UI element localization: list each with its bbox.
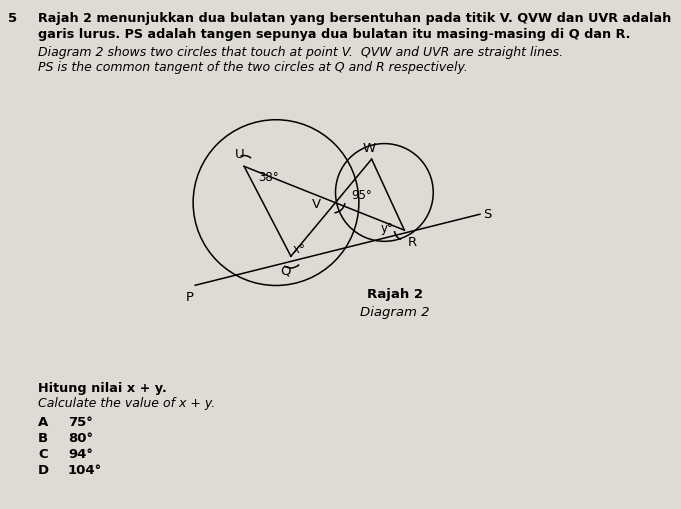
Text: D: D <box>38 464 49 477</box>
Text: 75°: 75° <box>68 416 93 429</box>
Text: PS is the common tangent of the two circles at Q and R respectively.: PS is the common tangent of the two circ… <box>38 61 468 74</box>
Text: 5: 5 <box>8 12 17 25</box>
Text: y°: y° <box>381 222 394 235</box>
Text: Hitung nilai x + y.: Hitung nilai x + y. <box>38 382 167 395</box>
Text: R: R <box>408 236 417 249</box>
Text: 104°: 104° <box>68 464 102 477</box>
Text: A: A <box>38 416 48 429</box>
Text: 38°: 38° <box>258 172 279 184</box>
Text: Diagram 2 shows two circles that touch at point V.  QVW and UVR are straight lin: Diagram 2 shows two circles that touch a… <box>38 46 563 59</box>
Text: 95°: 95° <box>351 189 372 202</box>
Text: 80°: 80° <box>68 432 93 445</box>
Text: V: V <box>311 197 321 211</box>
Text: U: U <box>235 148 244 160</box>
Text: Q: Q <box>280 264 291 277</box>
Text: Diagram 2: Diagram 2 <box>360 305 430 319</box>
Text: P: P <box>186 291 194 304</box>
Text: Calculate the value of x + y.: Calculate the value of x + y. <box>38 397 215 410</box>
Text: Rajah 2 menunjukkan dua bulatan yang bersentuhan pada titik V. QVW dan UVR adala: Rajah 2 menunjukkan dua bulatan yang ber… <box>38 12 671 25</box>
Text: 94°: 94° <box>68 448 93 461</box>
Text: x°: x° <box>293 243 306 256</box>
Text: B: B <box>38 432 48 445</box>
Text: Rajah 2: Rajah 2 <box>367 288 423 301</box>
Text: C: C <box>38 448 48 461</box>
Text: garis lurus. PS adalah tangen sepunya dua bulatan itu masing-masing di Q dan R.: garis lurus. PS adalah tangen sepunya du… <box>38 28 631 41</box>
Text: S: S <box>484 208 492 221</box>
Text: W: W <box>363 142 376 155</box>
